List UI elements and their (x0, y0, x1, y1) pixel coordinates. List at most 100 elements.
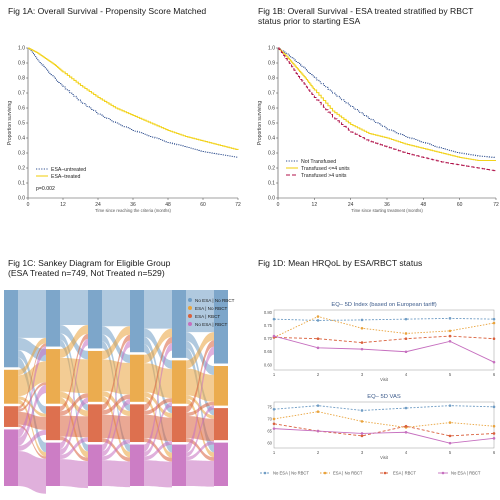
fig1a-y-tick-label: 0.7 (18, 91, 25, 97)
fig1d-eq5d-y-tick-label: 0.65 (264, 349, 273, 354)
fig1d-legend-marker (441, 471, 445, 475)
fig1d-vas-series-point (360, 420, 364, 423)
fig1a-x-tick-label: 72 (235, 202, 241, 208)
sankey-legend-dot (188, 306, 192, 310)
fig1d-eq5d-series-point (404, 332, 408, 335)
fig1d-hrqol-charts: EQ– 5D Index (based on European tariff) 0… (260, 302, 496, 476)
fig1a-y-tick-label: 0.6 (18, 106, 25, 112)
fig1d-eq5d-y-tick-label: 0.70 (264, 336, 273, 341)
fig1b-x-tick-label: 12 (312, 202, 318, 208)
fig1c-title-line1: Fig 1C: Sankey Diagram for Eligible Grou… (8, 258, 171, 268)
sankey-node (214, 290, 228, 364)
fig1d-eq5d-y-tick-label: 0.60 (264, 362, 273, 367)
sankey-flow (144, 460, 172, 488)
sankey-node (172, 444, 186, 486)
sankey-legend-dot (188, 322, 192, 326)
fig1d-eq5d-series-point (492, 321, 496, 325)
fig1d-vas-series-point (360, 432, 364, 435)
fig1b-y-tick-label: 0.1 (268, 181, 275, 187)
sankey-flow (18, 399, 46, 457)
sankey-flow (102, 460, 130, 488)
sankey-node (88, 290, 102, 349)
fig1b-x-axis-label: Time since starting treatment (months) (351, 208, 423, 213)
fig1b-y-tick-label: 0.3 (268, 151, 275, 157)
fig1d-eq5d-x-tick-label: 4 (405, 372, 408, 377)
fig1d-vas-x-tick-label: 1 (273, 450, 276, 455)
sankey-flow (186, 405, 214, 457)
fig1d-vas-series-point (360, 409, 364, 412)
fig1a-y-tick-label: 1.0 (18, 46, 25, 52)
fig1d-vas-x-axis-label: Visit (380, 455, 389, 460)
sankey-flow (144, 441, 172, 461)
sankey-flow (186, 368, 214, 402)
fig1d-eq5d-x-tick-label: 2 (317, 372, 320, 377)
fig1d-vas-series-line (273, 428, 495, 444)
fig1a-title: Fig 1A: Overall Survival - Propensity Sc… (8, 6, 207, 16)
fig1d-eq5d-series-point (360, 318, 364, 322)
sankey-flow (186, 416, 214, 442)
sankey-flow (18, 411, 46, 430)
fig1d-eq5d-series-point (316, 346, 320, 350)
fig1d-eq5d-x-tick-label: 5 (449, 372, 452, 377)
sankey-flow (60, 437, 88, 460)
sankey-flow (18, 382, 46, 412)
fig1b-y-tick-label: 0.5 (268, 121, 275, 127)
fig1b-legend-label: Transfused <=4 units (301, 166, 350, 172)
sankey-legend-dot (188, 298, 192, 302)
fig1b-x-tick-label: 0 (277, 202, 280, 208)
sankey-flow (102, 394, 130, 415)
fig1d-vas-series-point (272, 407, 276, 411)
fig1b-x-tick-label: 48 (421, 202, 427, 208)
sankey-node (172, 406, 186, 443)
fig1a-x-tick-label: 0 (27, 202, 30, 208)
fig1d-eq5d-series-point (404, 350, 408, 354)
fig1b-y-tick-label: 0.2 (268, 166, 275, 172)
fig1c-sankey-chart: No ESA | No RBCT ESA | No RBCT ESA | RBCT N… (4, 290, 235, 494)
sankey-flow (60, 325, 88, 358)
fig1a-series-line (28, 47, 239, 158)
fig1d-eq5d-x-tick-label: 1 (273, 372, 276, 377)
fig1d-legend-label: ESA | RBCT (393, 471, 416, 476)
fig1d-eq5d-series-point (492, 337, 496, 340)
fig1d-eq5d-series-point (404, 337, 408, 340)
fig1d-eq5d-x-tick-label: 3 (361, 372, 364, 377)
fig1d-vas-y-tick-label: 75 (267, 404, 272, 409)
fig1b-survival-chart: 0.0 0.1 0.2 0.3 0.4 0.5 0.6 0.7 0.8 0.9 1.0 0 12 24 36… (257, 46, 499, 213)
fig1b-x-tick-label: 36 (384, 202, 390, 208)
fig1d-eq5d-plot-frame (273, 309, 495, 371)
sankey-flow (144, 402, 172, 457)
sankey-node (4, 290, 18, 368)
sankey-flow (144, 290, 172, 329)
sankey-flow (144, 398, 172, 415)
fig1d-vas-y-tick-label: 60 (267, 441, 272, 446)
sankey-flow (60, 357, 88, 394)
sankey-flow (18, 396, 46, 418)
fig1d-eq5d-series-point (316, 315, 320, 318)
fig1d-legend-marker (323, 471, 327, 475)
fig1c-title: Fig 1C: Sankey Diagram for Eligible Grou… (8, 258, 248, 278)
fig1d-vas-x-tick-label: 5 (449, 450, 452, 455)
sankey-flow (18, 290, 46, 338)
fig1b-series-line (278, 47, 497, 158)
sankey-flow (18, 361, 46, 397)
fig1b-y-axis-label: Proportion surviving (257, 101, 263, 145)
fig1b-x-tick-label: 72 (493, 202, 499, 208)
fig1d-eq5d-series-point (360, 341, 364, 344)
sankey-node (130, 404, 144, 443)
fig1a-y-tick-label: 0.1 (18, 181, 25, 187)
fig1d-eq5d-y-tick-label: 0.80 (264, 310, 273, 315)
sankey-flow (186, 441, 214, 461)
fig1d-vas-series-point (492, 424, 496, 428)
fig1a-y-tick-label: 0.0 (18, 196, 25, 202)
sankey-node (4, 406, 18, 427)
sankey-node (46, 442, 60, 486)
sankey-flow (18, 343, 46, 410)
fig1d-eq5d-series-point (360, 347, 364, 351)
fig1a-x-tick-label: 36 (130, 202, 136, 208)
fig1d-eq5d-series-point (316, 319, 320, 322)
fig1d-vas-series-point (316, 404, 320, 407)
fig1d-eq5d-series-point (272, 317, 276, 321)
fig1d-eq5d-series-point (492, 360, 496, 364)
fig1d-vas-series-point (272, 422, 276, 426)
sankey-flow (144, 363, 172, 399)
